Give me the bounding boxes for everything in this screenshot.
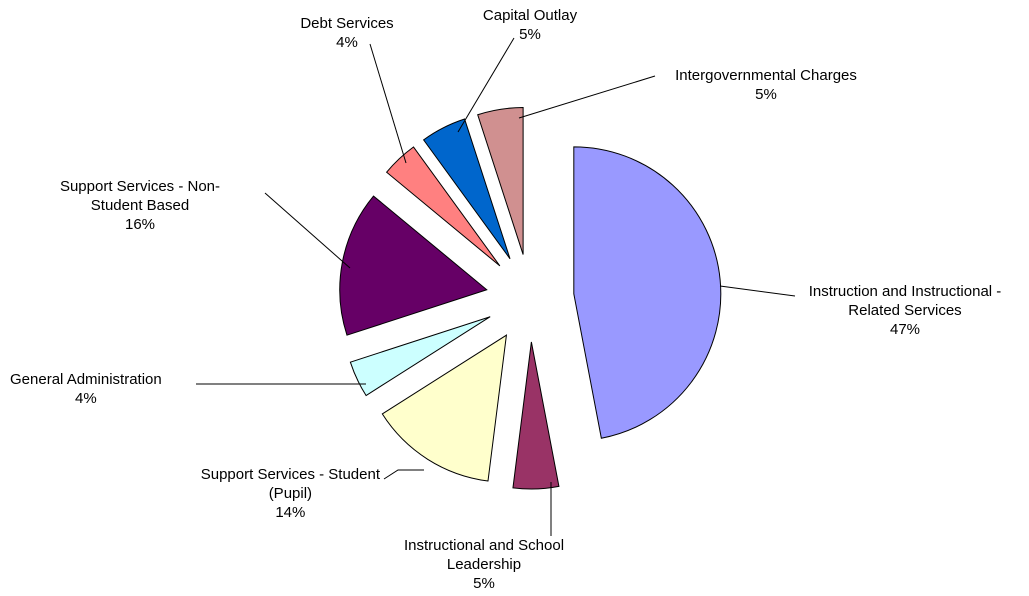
slice-general-administration: [349, 316, 491, 397]
slice-capital-outlay: [422, 118, 511, 260]
slice-support-services-student-pupil: [381, 334, 508, 482]
slice-label-line: General Administration: [10, 371, 162, 388]
slice-label-capital-outlay: Capital Outlay 5%: [483, 7, 578, 43]
slice-label-support-services-student-pupil: Support Services - Student (Pupil) 14%: [201, 466, 381, 521]
slice-label-instruction-and-instructional-related-services: Instruction and Instructional - Related S…: [809, 283, 1002, 338]
slice-instruction-and-instructional-related-services: [573, 146, 722, 439]
pie-slices: [339, 107, 722, 490]
slice-percent: 47%: [890, 321, 920, 338]
slice-percent: 5%: [473, 575, 495, 592]
slice-instructional-and-school-leadership: [512, 341, 560, 490]
slice-label-line: Intergovernmental Charges: [675, 67, 857, 84]
leader-line-support-services-non-student-based: [264, 192, 351, 269]
slice-label-line: Leadership: [447, 556, 521, 573]
slice-percent: 4%: [75, 390, 97, 407]
leader-line-intergovernmental-charges: [518, 75, 656, 119]
slice-support-services-non-student-based: [339, 195, 488, 336]
slice-label-general-administration: General Administration 4%: [10, 371, 162, 407]
leader-line-capital-outlay: [457, 37, 515, 133]
slice-label-line: (Pupil): [269, 485, 312, 502]
slice-percent: 4%: [336, 34, 358, 51]
slice-label-line: Student Based: [91, 197, 189, 214]
slice-percent: 14%: [275, 504, 305, 521]
slice-label-instructional-and-school-leadership: Instructional and School Leadership 5%: [404, 537, 564, 592]
slice-label-line: Support Services - Non-: [60, 178, 220, 195]
slice-label-line: Instructional and School: [404, 537, 564, 554]
leader-lines: [196, 37, 796, 536]
slice-label-intergovernmental-charges: Intergovernmental Charges 5%: [675, 67, 857, 103]
slice-label-support-services-non-student-based: Support Services - Non- Student Based 16%: [60, 178, 220, 233]
slice-percent: 5%: [519, 26, 541, 43]
slice-intergovernmental-charges: [477, 107, 524, 255]
slice-percent: 16%: [125, 216, 155, 233]
slice-label-line: Instruction and Instructional -: [809, 283, 1002, 300]
slice-label-line: Debt Services: [300, 15, 393, 32]
leader-line-instruction-and-instructional-related-services: [719, 285, 796, 297]
leader-line-debt-services: [369, 43, 407, 164]
slice-labels: Instruction and Instructional - Related S…: [10, 7, 1001, 592]
slice-debt-services: [385, 146, 501, 267]
leader-line-support-services-student-pupil: [383, 469, 424, 480]
slice-label-line: Support Services - Student: [201, 466, 381, 483]
slice-label-debt-services: Debt Services 4%: [300, 15, 393, 51]
slice-label-line: Capital Outlay: [483, 7, 578, 24]
slice-label-line: Related Services: [848, 302, 961, 319]
slice-percent: 5%: [755, 86, 777, 103]
